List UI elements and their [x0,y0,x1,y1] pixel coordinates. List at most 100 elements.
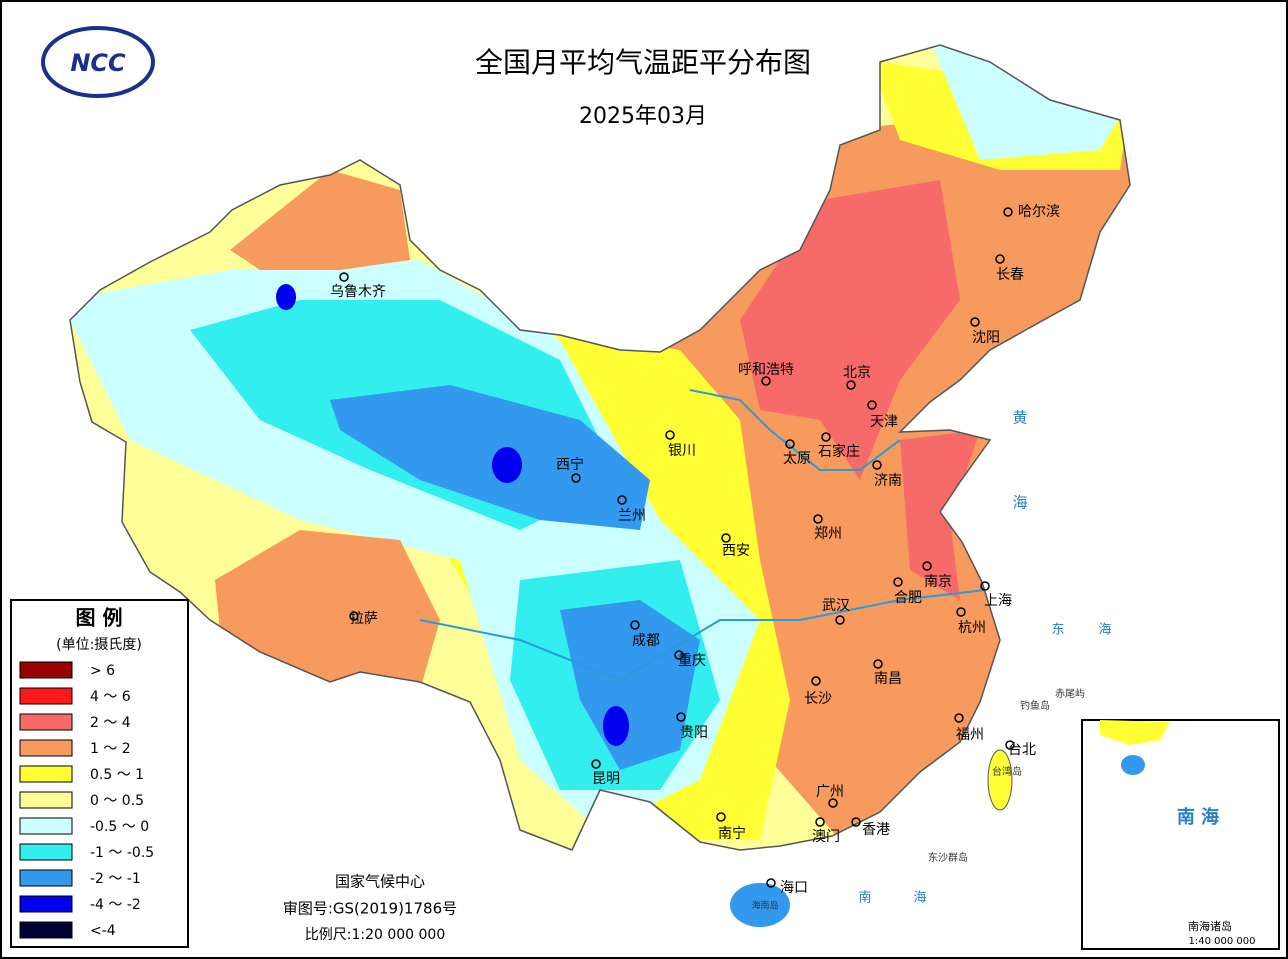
inset-coast [1100,720,1170,745]
inset-box [1081,719,1280,950]
legend-swatch [19,895,73,913]
legend-swatch [19,791,73,809]
place-label: 东沙群岛 [928,851,968,864]
city-marker [970,317,980,327]
border [69,44,1131,851]
city-marker [630,620,640,630]
city-marker [1005,740,1015,750]
legend-swatch [19,869,73,887]
zone-neg4-n [276,284,296,310]
city-marker [591,759,601,769]
city-marker [665,430,675,440]
title: 全国月平均气温距平分布图 [475,46,811,79]
scale: 比例尺:1:20 000 000 [305,927,446,943]
city-label: 沈阳 [972,330,1000,346]
zone-neg4-s [603,706,629,746]
taiwan [987,749,1013,811]
place-label: 海 [913,891,926,906]
place-label: 东 [1051,623,1064,638]
city-marker [956,607,966,617]
city-label: 北京 [843,365,871,381]
city-marker [872,460,882,470]
city-label: 哈尔滨 [1018,204,1060,220]
city-marker [674,650,684,660]
inset-hainan [1121,755,1145,775]
place-label: 海 [1098,623,1111,638]
city-label: 天津 [870,414,898,430]
legend-label: > 6 [90,663,115,679]
city-marker [873,659,883,669]
legend-swatch [19,765,73,783]
legend-swatch [19,687,73,705]
legend-unit: (单位:摄氏度) [56,637,142,653]
inset-label: 南海诸岛 [1188,919,1232,933]
city-marker [980,581,990,591]
legend-label: 0.5 ～ 1 [90,767,144,783]
legend-title: 图 例 [76,606,123,630]
subtitle: 2025年03月 [579,104,707,129]
place-label: 南 [858,890,871,906]
zone-2-4 [740,180,960,480]
legend-label: -0.5 ～ 0 [90,819,149,835]
city-label: 郑州 [814,526,842,542]
legend-swatch [19,713,73,731]
place-label: 台湾岛 [992,765,1022,778]
legend-label: 0 ～ 0.5 [90,793,144,809]
city-marker [828,798,838,808]
city-marker [721,533,731,543]
city-marker [815,817,825,827]
zone-tibet [215,530,440,690]
city-marker [617,495,627,505]
zone-xj-north [230,170,410,270]
yangtze-river [419,589,986,682]
zone-neg4 [492,447,522,483]
city-label: 西宁 [556,456,584,473]
city-label: 广州 [816,784,844,800]
city-marker [811,676,821,686]
city-label: 石家庄 [818,443,860,460]
city-marker [571,473,581,483]
city-marker [846,380,856,390]
city-label: 合肥 [894,590,922,606]
legend-label: -2 ～ -1 [90,871,141,887]
city-label: 贵阳 [680,725,708,741]
legend-swatch [19,739,73,757]
place-label: 赤尾屿 [1055,688,1085,700]
city-label: 台北 [1008,742,1036,758]
city-label: 武汉 [822,598,850,614]
city-marker [835,615,845,625]
legend-label: -4 ～ -2 [90,897,141,913]
city-label: 昆明 [592,771,620,787]
zone-neg2-sc [560,600,700,770]
logo-text: NCC [70,49,126,77]
city-label: 成都 [632,633,660,649]
zone-ne-cool [930,45,1130,160]
legend: 图 例 (单位:摄氏度) > 6 4 ～ 6 2 ～ 4 1 ～ 2 0.5 ～ 1 0 … [10,599,189,948]
city-label: 上海 [984,593,1012,609]
legend-label: -1 ～ -0.5 [90,845,154,861]
zone-2-4-east [900,430,980,600]
place-label: 黄 [1012,409,1027,427]
place-label: 钓鱼岛 [1020,699,1050,712]
city-label: 银川 [668,443,696,459]
city-label: 兰州 [618,508,646,524]
city-label: 杭州 [958,620,986,636]
city-marker [349,611,359,621]
city-label: 呼和浩特 [738,362,794,378]
city-marker [676,712,686,722]
city-marker [813,514,823,524]
legend-swatch [19,661,73,679]
yellow-river [689,389,901,471]
city-label: 西安 [722,543,750,559]
city-label: 海口 [780,880,808,896]
city-marker [761,376,771,386]
legend-label: 1 ～ 2 [90,741,131,757]
legend-label: 4 ～ 6 [90,689,131,705]
city-label: 乌鲁木齐 [330,284,386,300]
place-label: 海 [1012,494,1027,512]
place-label: 海南岛 [751,900,778,912]
city-marker [867,400,877,410]
city-label: 济南 [874,473,902,489]
hainan [730,883,790,927]
agency: 国家气候中心 [335,873,425,891]
